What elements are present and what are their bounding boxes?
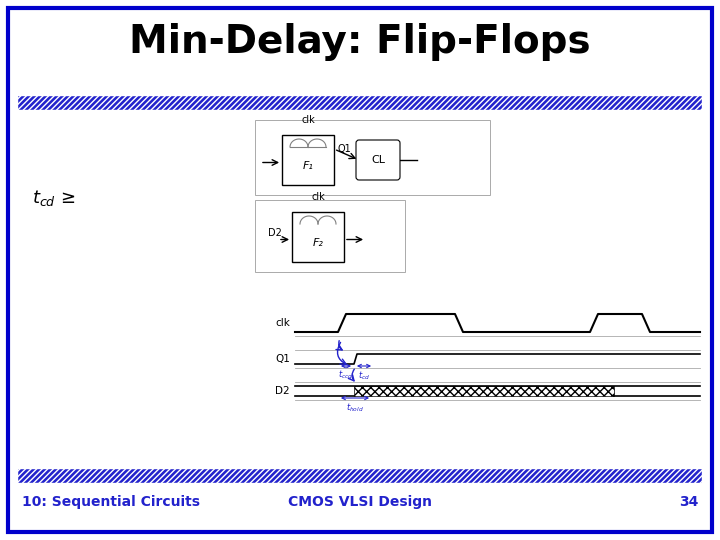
Bar (255, 200, 405, 272)
Bar (18, 96, 702, 110)
Text: 10: Sequential Circuits: 10: Sequential Circuits (22, 495, 200, 509)
Text: Min-Delay: Flip-Flops: Min-Delay: Flip-Flops (129, 23, 591, 61)
Text: $t_{cd}$: $t_{cd}$ (358, 369, 370, 381)
Text: Q1: Q1 (275, 354, 290, 364)
Text: F₁: F₁ (302, 161, 313, 171)
Text: Q1: Q1 (337, 144, 351, 154)
Text: 34: 34 (679, 495, 698, 509)
Bar (18, 469, 702, 483)
Text: F₂: F₂ (312, 238, 323, 248)
Bar (255, 120, 490, 195)
Text: CL: CL (371, 155, 385, 165)
Text: D2: D2 (275, 386, 290, 396)
Text: clk: clk (301, 115, 315, 125)
Text: $t_{hold}$: $t_{hold}$ (346, 401, 364, 414)
Bar (354, 386, 614, 396)
Text: CMOS VLSI Design: CMOS VLSI Design (288, 495, 432, 509)
Text: clk: clk (275, 318, 290, 328)
Bar (282, 135, 334, 185)
Bar (292, 212, 344, 262)
Bar (18, 96, 702, 110)
FancyBboxPatch shape (356, 140, 400, 180)
Text: clk: clk (311, 192, 325, 202)
Text: D2: D2 (268, 228, 282, 239)
Text: $t_{ccq}$: $t_{ccq}$ (338, 369, 354, 382)
Text: $t_{cd}$ ≥: $t_{cd}$ ≥ (32, 188, 76, 208)
Bar (18, 469, 702, 483)
